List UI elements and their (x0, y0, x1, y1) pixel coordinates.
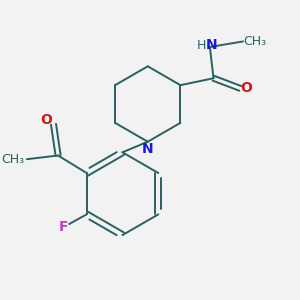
Text: F: F (59, 220, 68, 234)
Text: O: O (240, 81, 252, 95)
Text: N: N (142, 142, 154, 156)
Text: N: N (206, 38, 217, 52)
Text: O: O (40, 112, 52, 127)
Text: H: H (197, 39, 206, 52)
Text: CH₃: CH₃ (2, 153, 25, 166)
Text: CH₃: CH₃ (243, 35, 266, 48)
